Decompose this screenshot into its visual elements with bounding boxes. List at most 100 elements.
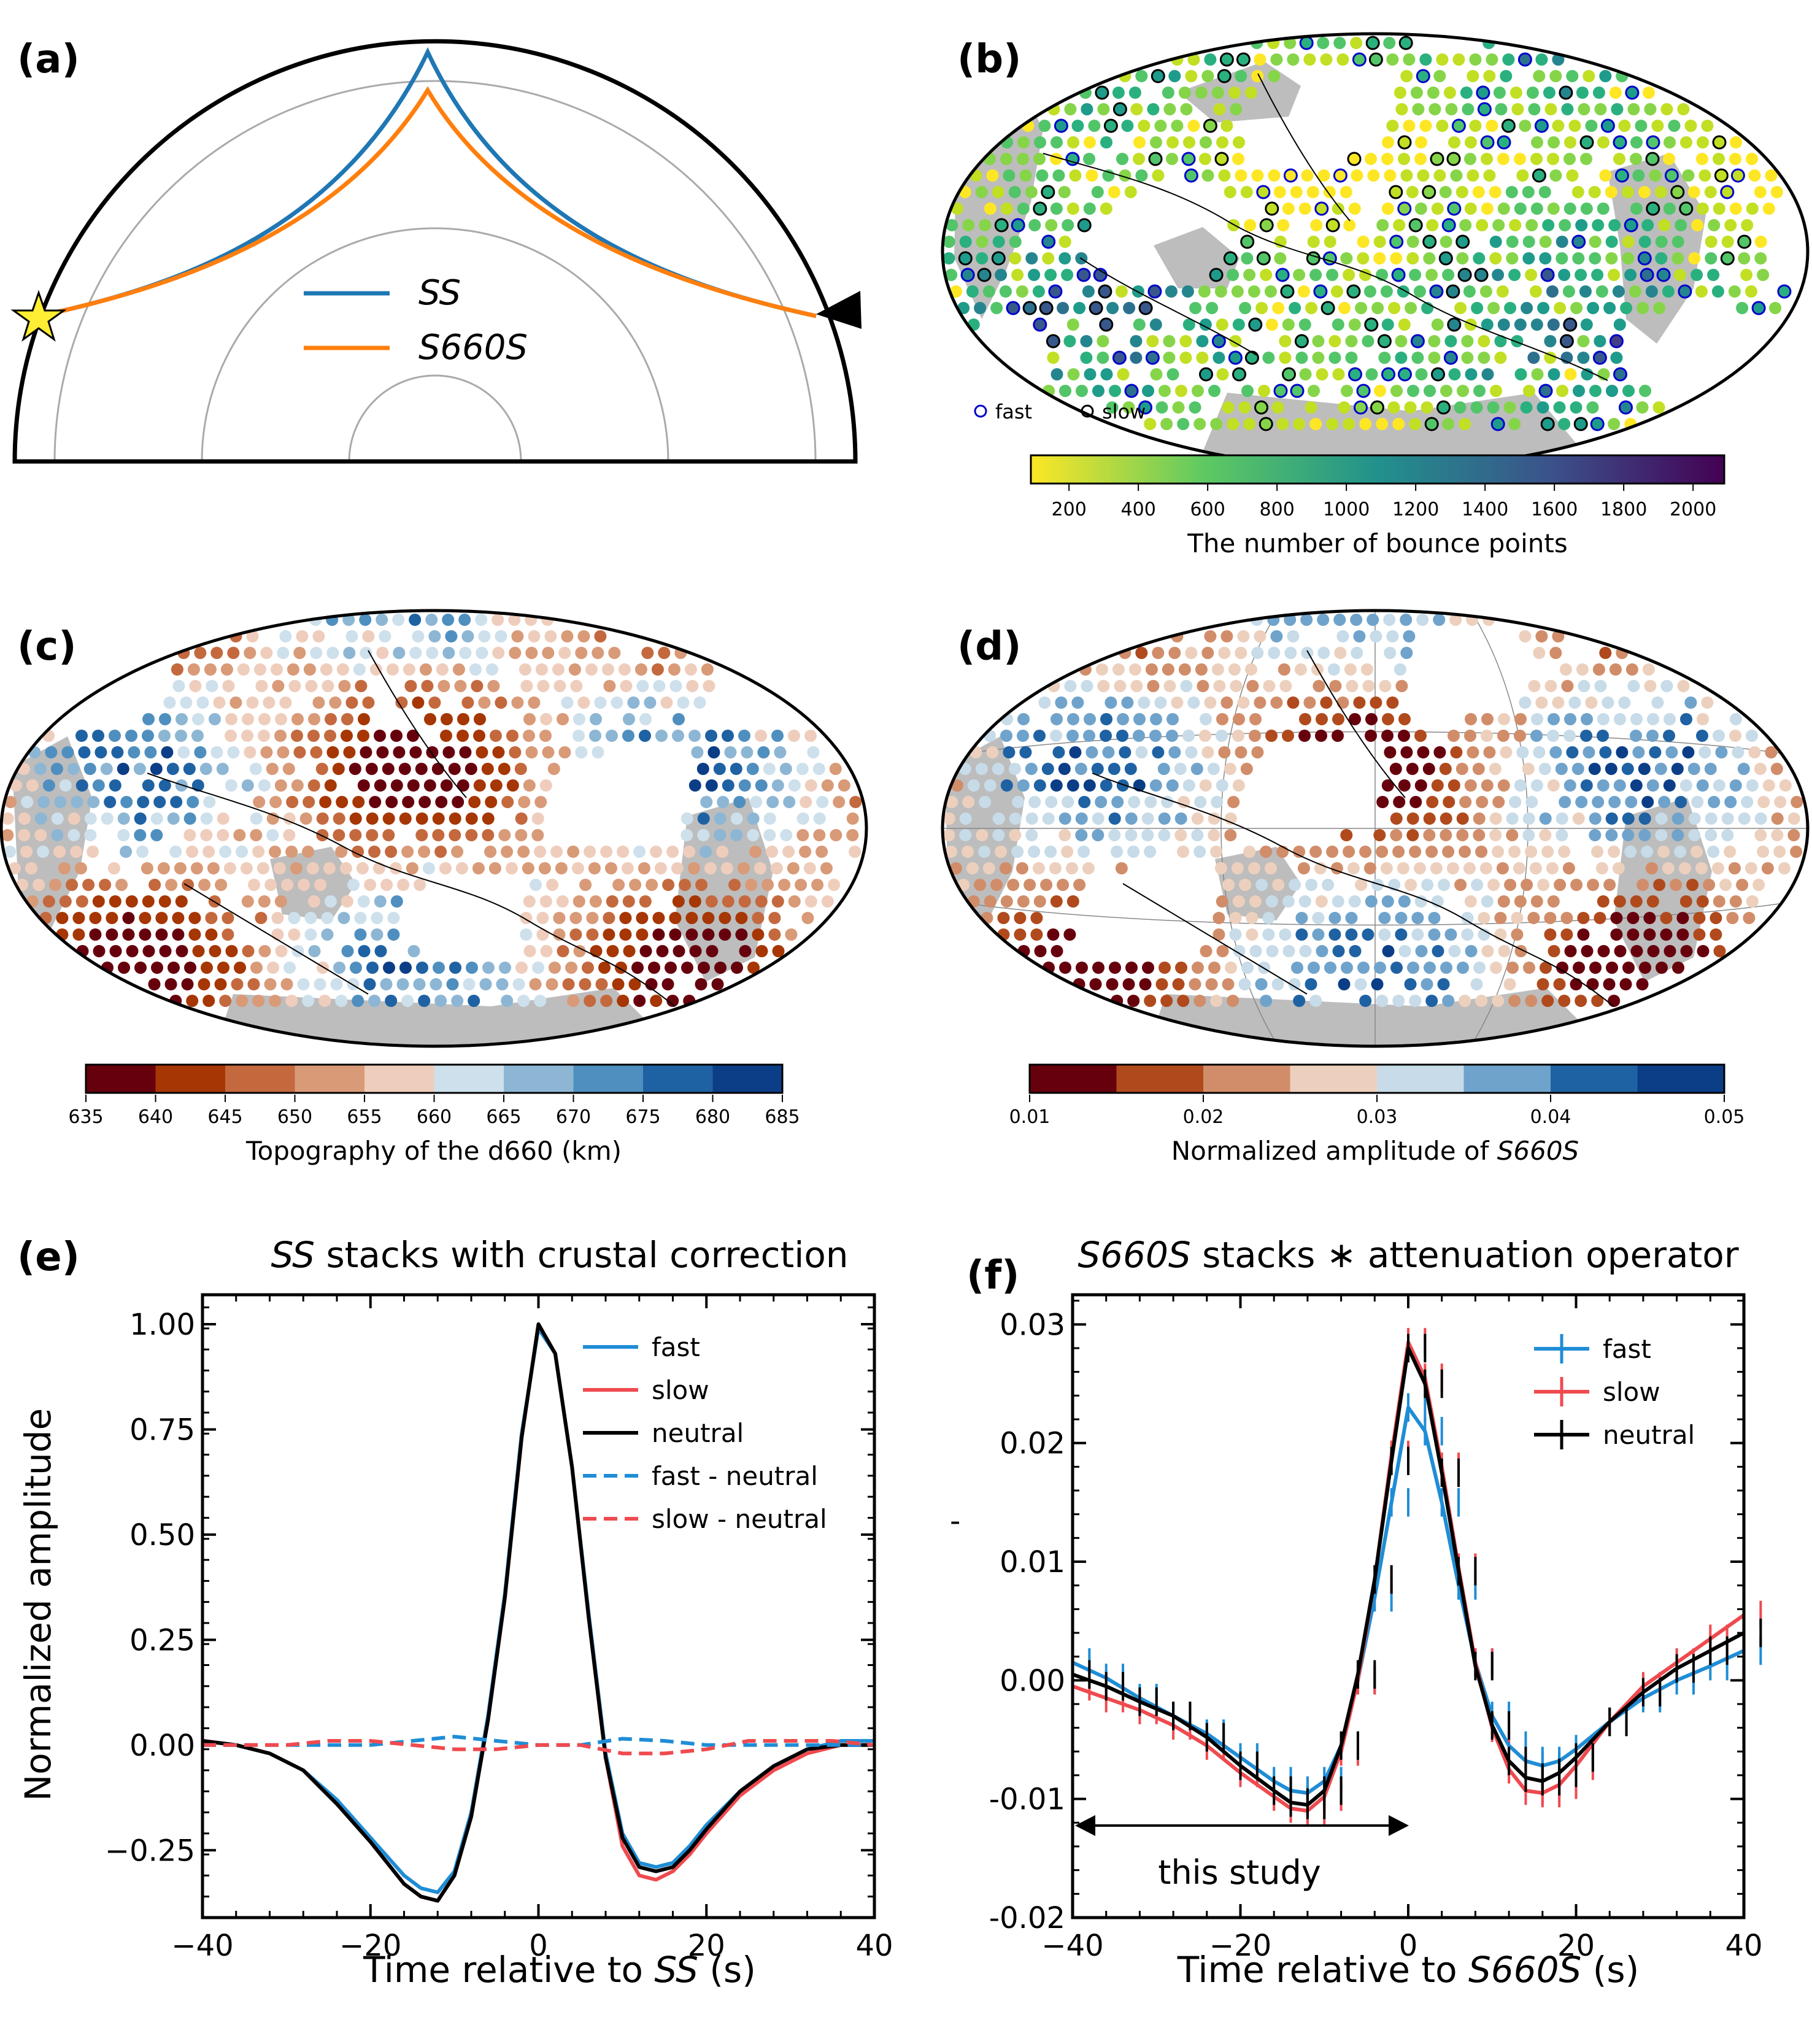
map-dot <box>1386 696 1399 709</box>
map-dot <box>1762 202 1775 215</box>
map-dot <box>745 879 758 891</box>
map-dot <box>1635 120 1648 132</box>
map-dot <box>1160 418 1173 430</box>
map-dot <box>1279 352 1292 364</box>
map-dot <box>426 647 439 659</box>
map-dot <box>1428 335 1441 347</box>
map-dot <box>1589 252 1602 264</box>
colorbar-tick-label: 1400 <box>1462 499 1508 520</box>
map-dot <box>1390 962 1403 974</box>
map-dot <box>997 912 1010 924</box>
map-dot <box>312 630 325 642</box>
map-dot <box>1608 995 1621 1007</box>
map-dot <box>1238 401 1251 414</box>
map-dot <box>1268 169 1281 182</box>
map-dot <box>1367 169 1380 182</box>
map-dot <box>1192 962 1204 974</box>
map-dot <box>1326 418 1339 430</box>
map-dot <box>1336 696 1349 709</box>
map-dot <box>1597 136 1610 148</box>
map-dot <box>1519 630 1532 642</box>
map-dot <box>1481 895 1494 908</box>
map-dot <box>1283 168 1298 183</box>
map-dot <box>165 879 178 891</box>
map-dot <box>1066 318 1079 331</box>
map-dot <box>528 696 541 709</box>
map-dot <box>1411 928 1424 941</box>
map-dot <box>258 713 271 725</box>
map-dot <box>465 763 477 775</box>
chart-f-xlabel-prefix: Time relative to <box>1177 1949 1468 1991</box>
map-dot <box>1057 302 1070 314</box>
map-dot <box>536 912 549 924</box>
map-dot <box>1422 234 1437 249</box>
map-dot <box>1549 746 1562 758</box>
map-dot <box>982 862 995 874</box>
map-dot <box>539 730 552 742</box>
map-dot <box>71 796 83 808</box>
y-tick-label: 0.01 <box>1000 1545 1065 1579</box>
map-dot <box>1352 52 1367 67</box>
map-dot <box>1657 846 1670 858</box>
map-dot <box>385 796 398 808</box>
map-dot <box>1177 418 1190 430</box>
map-dot <box>490 779 503 792</box>
map-dot <box>1701 120 1714 132</box>
map-dot <box>1162 87 1174 99</box>
map-dot <box>1580 318 1593 331</box>
map-dot <box>1403 120 1416 132</box>
map-dot <box>222 928 234 941</box>
map-dot <box>42 779 55 792</box>
map-dot <box>1688 829 1701 841</box>
map-dot <box>1597 202 1610 215</box>
map-dot <box>518 796 531 808</box>
map-dot <box>975 763 988 775</box>
map-dot <box>1238 978 1251 990</box>
map-dot <box>612 978 625 990</box>
map-dot <box>374 895 387 908</box>
map-dot <box>1450 169 1463 182</box>
map-dot <box>299 812 312 825</box>
map-dot <box>1552 120 1565 132</box>
map-dot <box>1084 136 1096 148</box>
map-dot <box>1459 796 1472 808</box>
map-dot <box>1611 103 1624 115</box>
map-dot <box>1566 746 1579 758</box>
map-dot <box>1417 169 1430 182</box>
map-dot <box>584 846 596 858</box>
map-dot <box>1012 796 1025 808</box>
map-dot <box>1130 680 1143 692</box>
map-dot <box>652 912 665 924</box>
map-dot <box>585 663 598 676</box>
map-dot <box>1544 680 1557 692</box>
map-dot <box>117 812 130 825</box>
map-dot <box>1529 285 1542 298</box>
map-dot <box>1575 219 1588 231</box>
map-dot <box>1193 846 1206 858</box>
map-dot <box>1610 352 1623 364</box>
map-dot <box>1508 418 1521 430</box>
map-dot <box>1522 763 1535 775</box>
map-dot <box>509 647 522 659</box>
y-tick-label: 0.03 <box>1000 1308 1065 1342</box>
map-dot <box>339 862 352 874</box>
map-dot <box>1525 269 1538 281</box>
map-dot <box>1163 103 1176 115</box>
map-dot <box>1130 103 1143 115</box>
map-dot <box>579 879 592 891</box>
map-dot <box>962 796 975 808</box>
x-tick-label: 0 <box>529 1929 548 1963</box>
map-dot <box>1455 186 1468 198</box>
map-dot <box>1381 730 1394 742</box>
map-dot <box>1431 202 1444 215</box>
map-dot <box>1174 829 1187 841</box>
map-dot <box>1428 928 1441 941</box>
map-dot <box>1224 186 1236 198</box>
map-dot <box>269 995 282 1007</box>
map-dot <box>312 696 325 709</box>
map-dot <box>669 680 682 692</box>
map-dot <box>1044 269 1057 281</box>
map-dot <box>1548 945 1560 957</box>
map-dot <box>1295 928 1308 941</box>
map-dot <box>1754 812 1767 825</box>
